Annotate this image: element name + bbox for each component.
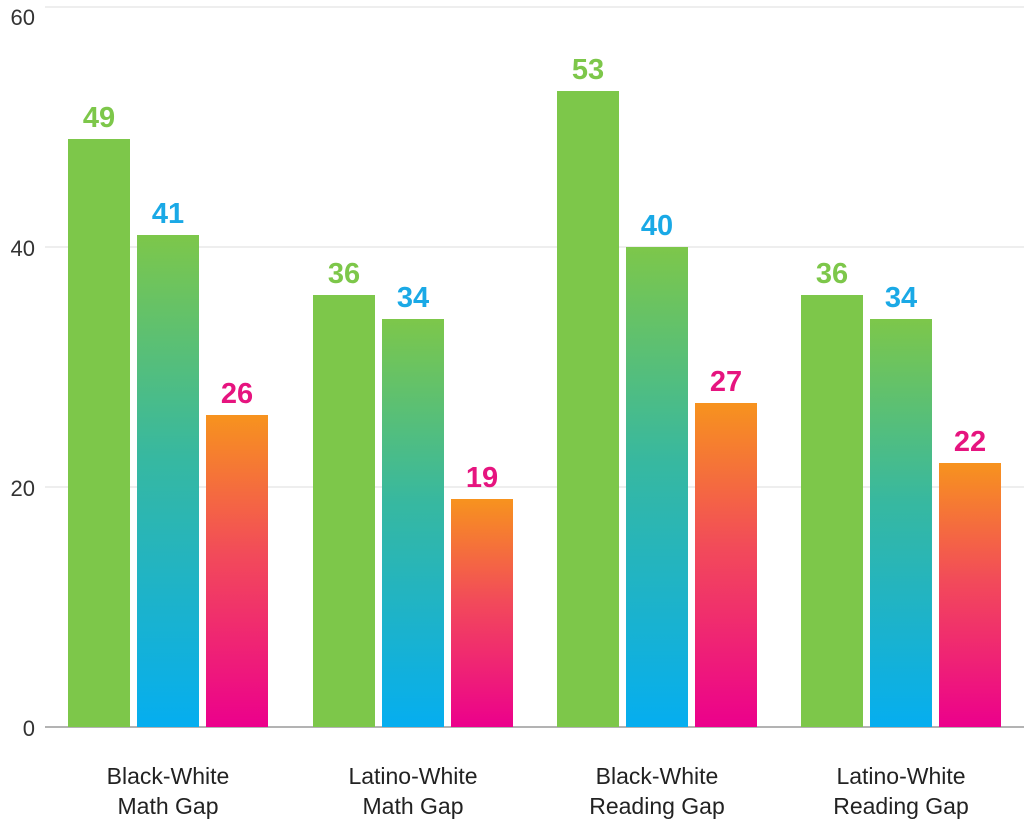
value-labels: 49 41 26 36 34 19 53 40 27 36 34 22 <box>83 54 986 494</box>
category-label: Black-White Math Gap <box>107 763 230 819</box>
bar-value-label: 49 <box>83 102 115 134</box>
bar-value-label: 40 <box>641 210 673 242</box>
bar-value-label: 41 <box>152 198 184 230</box>
bar-value-label: 53 <box>572 54 604 86</box>
bar-value-label: 34 <box>397 282 429 314</box>
y-tick-label: 0 <box>23 716 35 741</box>
bar <box>870 319 932 727</box>
bar <box>451 499 513 727</box>
bar <box>695 403 757 727</box>
bars <box>68 91 1001 727</box>
y-tick-label: 20 <box>11 476 35 501</box>
bar-value-label: 26 <box>221 378 253 410</box>
bar <box>137 235 199 727</box>
category-label: Latino-White Reading Gap <box>833 763 969 819</box>
bar-value-label: 34 <box>885 282 917 314</box>
bar <box>382 319 444 727</box>
bar <box>68 139 130 727</box>
bar <box>626 247 688 727</box>
y-tick-label: 60 <box>11 5 35 30</box>
bar-value-label: 36 <box>816 258 848 290</box>
category-label: Black-White Reading Gap <box>589 763 725 819</box>
category-labels: Black-White Math Gap Latino-White Math Gap B… <box>107 763 969 819</box>
bar-value-label: 19 <box>466 462 498 494</box>
bar-value-label: 27 <box>710 366 742 398</box>
bar <box>939 463 1001 727</box>
bar <box>557 91 619 727</box>
bar <box>206 415 268 727</box>
y-axis: 0 20 40 60 <box>11 5 35 741</box>
bar-value-label: 22 <box>954 426 986 458</box>
y-tick-label: 40 <box>11 236 35 261</box>
bar <box>801 295 863 727</box>
bar-value-label: 36 <box>328 258 360 290</box>
category-label: Latino-White Math Gap <box>348 763 477 819</box>
bar <box>313 295 375 727</box>
